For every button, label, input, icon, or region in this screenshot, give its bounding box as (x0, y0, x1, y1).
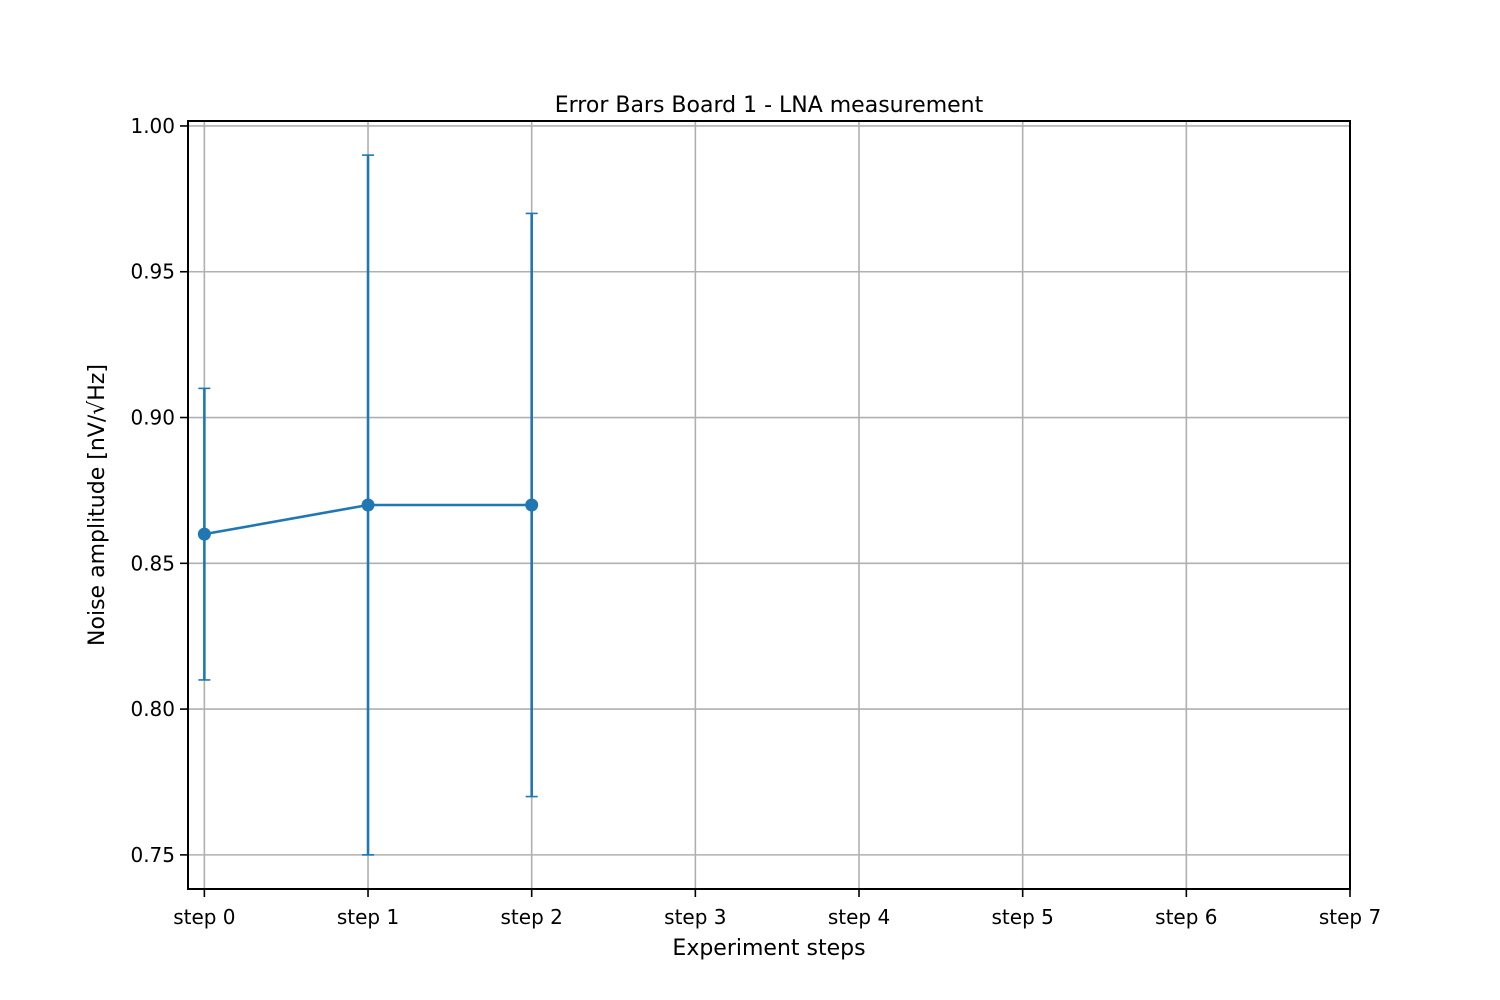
y-tick-label: 0.85 (130, 551, 175, 575)
chart-title: Error Bars Board 1 - LNA measurement (555, 93, 984, 118)
y-tick-label: 0.95 (130, 260, 175, 284)
marker (525, 498, 539, 512)
x-tick-label: step 3 (664, 905, 726, 929)
x-tick-label: step 6 (1155, 905, 1217, 929)
x-tick-label: step 5 (992, 905, 1054, 929)
x-tick-label: step 0 (173, 905, 235, 929)
y-tick-label: 0.80 (130, 697, 175, 721)
x-tick-label: step 2 (501, 905, 563, 929)
y-tick-label: 0.90 (130, 406, 175, 430)
x-tick-label: step 1 (337, 905, 399, 929)
y-tick-label: 1.00 (130, 114, 175, 138)
plot-frame (187, 120, 1351, 890)
y-tick-label: 0.75 (130, 843, 175, 867)
x-tick-label: step 7 (1319, 905, 1381, 929)
marker (197, 527, 211, 541)
marker (361, 498, 375, 512)
y-axis-label: Noise amplitude [nV/√Hz] (85, 364, 110, 646)
x-axis-label: Experiment steps (672, 936, 865, 961)
x-tick-label: step 4 (828, 905, 890, 929)
